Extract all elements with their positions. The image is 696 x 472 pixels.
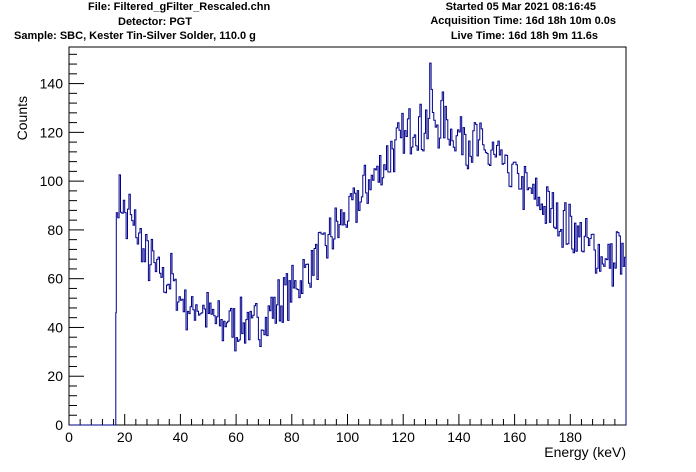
y-tick-label: 0 (55, 417, 63, 433)
detector-label: Detector: PGT (118, 16, 192, 28)
x-tick-label: 40 (173, 429, 189, 445)
plot-frame (68, 46, 627, 426)
x-tick-label: 20 (117, 429, 133, 445)
live-time-label: Live Time: 16d 18h 9m 11.6s (450, 30, 598, 42)
x-tick-label: 120 (392, 429, 416, 445)
y-tick-label: 20 (47, 368, 63, 384)
y-axis-label: Counts (14, 96, 30, 140)
x-axis: 0 20 40 60 80 100 120 140 160 180 (65, 414, 627, 445)
y-tick-label: 140 (40, 76, 64, 92)
y-axis: 0 20 40 60 80 100 120 140 (40, 53, 84, 433)
x-tick-label: 100 (336, 429, 360, 445)
spectrum-series-line (69, 62, 627, 426)
x-tick-label: 180 (559, 429, 583, 445)
y-tick-label: 80 (47, 222, 63, 238)
x-tick-label: 0 (65, 429, 73, 445)
y-tick-label: 40 (47, 319, 63, 335)
y-tick-label: 120 (40, 124, 64, 140)
x-tick-label: 80 (284, 429, 300, 445)
x-axis-label: Energy (keV) (544, 444, 626, 460)
sample-label: Sample: SBC, Kester Tin-Silver Solder, 1… (14, 30, 256, 42)
file-label: File: Filtered_gFilter_Rescaled.chn (88, 1, 271, 13)
x-tick-label: 60 (228, 429, 244, 445)
x-tick-label: 160 (503, 429, 527, 445)
acquisition-time-label: Acquisition Time: 16d 18h 10m 0.0s (430, 15, 616, 27)
start-time-label: Started 05 Mar 2021 08:16:45 (445, 1, 596, 13)
y-tick-label: 60 (47, 271, 63, 287)
y-tick-label: 100 (40, 173, 64, 189)
spectrum-header: File: Filtered_gFilter_Rescaled.chn Dete… (0, 0, 696, 46)
x-tick-label: 140 (447, 429, 471, 445)
